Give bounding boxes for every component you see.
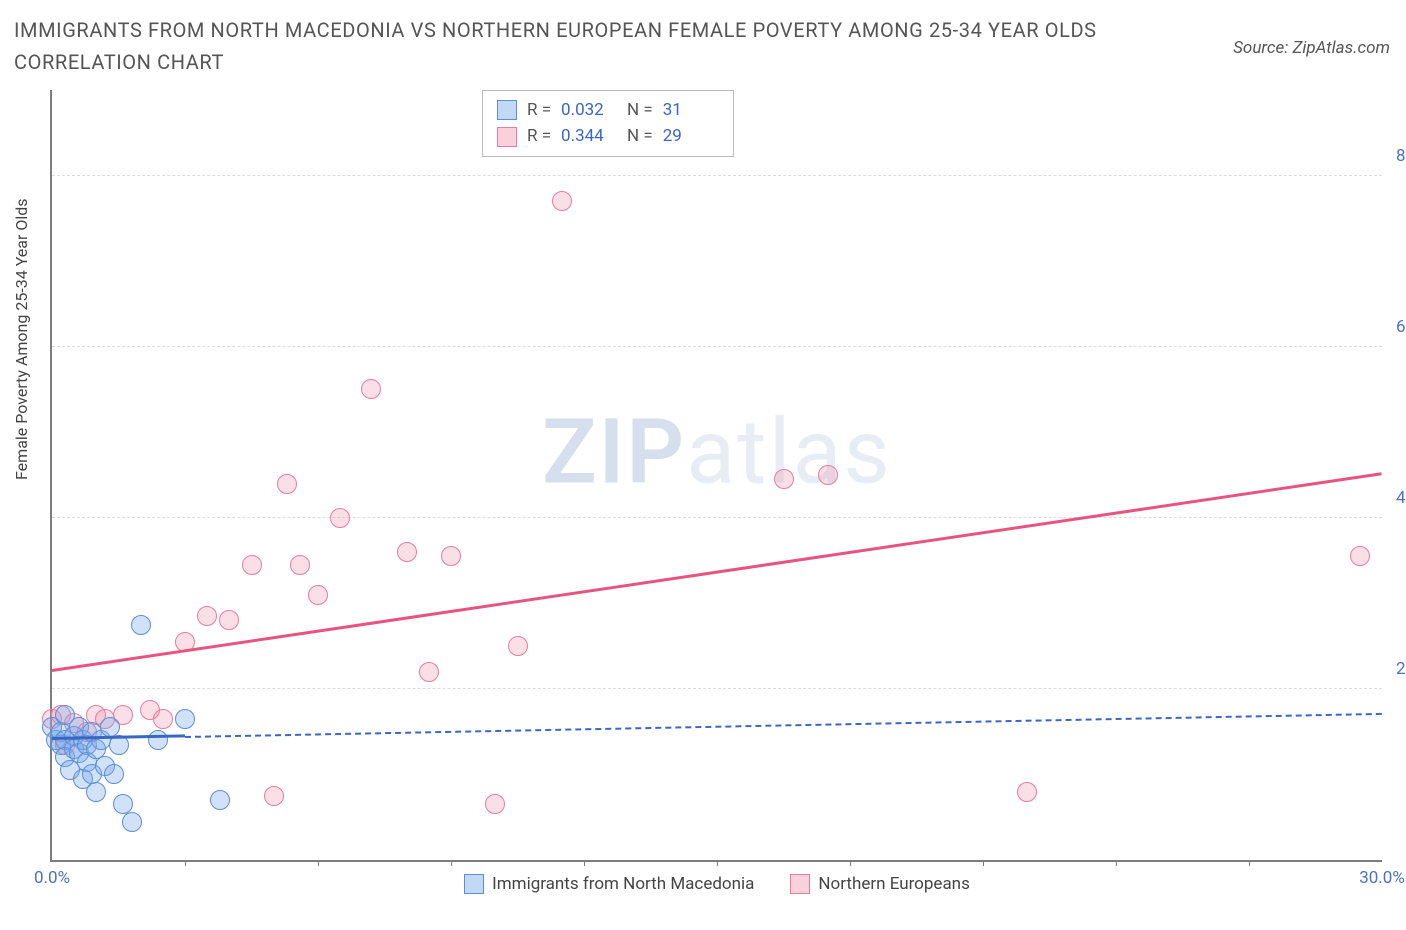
data-point [86, 782, 106, 802]
n-label: N = [627, 97, 653, 123]
data-point [308, 585, 328, 605]
data-point [330, 508, 350, 528]
x-tick-label: 0.0% [34, 868, 70, 888]
gridline [52, 175, 1382, 176]
r-label: R = [527, 97, 551, 123]
source-attribution: Source: ZipAtlas.com [1233, 38, 1390, 58]
r-label: R = [527, 123, 551, 149]
data-point [508, 636, 528, 656]
x-minor-tick [1249, 860, 1250, 866]
trend-line [185, 713, 1382, 738]
data-point [210, 790, 230, 810]
data-point [361, 379, 381, 399]
x-minor-tick [717, 860, 718, 866]
data-point [485, 794, 505, 814]
data-point [148, 730, 168, 750]
r-value: 0.344 [561, 123, 617, 149]
x-minor-tick [318, 860, 319, 866]
gridline [52, 517, 1382, 518]
watermark: ZIPatlas [542, 399, 892, 504]
x-minor-tick [850, 860, 851, 866]
legend-label: Immigrants from North Macedonia [492, 874, 754, 894]
y-axis-label: Female Poverty Among 25-34 Year Olds [12, 198, 31, 480]
chart-title: IMMIGRANTS FROM NORTH MACEDONIA VS NORTH… [14, 14, 1134, 78]
data-point [242, 555, 262, 575]
correlation-stats-box: R = 0.032 N = 31 R = 0.344 N = 29 [482, 90, 734, 157]
gridline [52, 688, 1382, 689]
data-point [290, 555, 310, 575]
source-name: ZipAtlas.com [1292, 38, 1390, 58]
x-minor-tick [584, 860, 585, 866]
legend-item: Immigrants from North Macedonia [464, 874, 754, 894]
source-prefix: Source: [1233, 38, 1292, 58]
x-minor-tick [451, 860, 452, 866]
x-tick-label: 30.0% [1359, 868, 1405, 888]
data-point [552, 191, 572, 211]
y-tick-label: 40.0% [1382, 488, 1406, 508]
data-point [419, 662, 439, 682]
y-tick-label: 80.0% [1382, 146, 1406, 166]
legend-swatch [497, 127, 517, 147]
n-value: 31 [663, 97, 719, 123]
x-minor-tick [185, 860, 186, 866]
y-tick-label: 20.0% [1382, 659, 1406, 679]
y-tick-label: 60.0% [1382, 317, 1406, 337]
data-point [264, 786, 284, 806]
stat-row: R = 0.344 N = 29 [497, 123, 719, 149]
data-point [1350, 546, 1370, 566]
data-point [197, 606, 217, 626]
scatter-plot-area: ZIPatlas R =0.032N =31R =0.344N =29 Immi… [50, 90, 1382, 862]
n-label: N = [627, 123, 653, 149]
legend-swatch [790, 874, 810, 894]
legend-label: Northern Europeans [818, 874, 969, 894]
x-minor-tick [1116, 860, 1117, 866]
data-point [122, 812, 142, 832]
x-minor-tick [983, 860, 984, 866]
data-point [818, 465, 838, 485]
gridline [52, 346, 1382, 347]
data-point [131, 615, 151, 635]
r-value: 0.032 [561, 97, 617, 123]
data-point [397, 542, 417, 562]
legend-swatch [497, 100, 517, 120]
series-legend: Immigrants from North Macedonia Northern … [52, 874, 1382, 894]
stat-row: R = 0.032 N = 31 [497, 97, 719, 123]
data-point [441, 546, 461, 566]
data-point [1017, 782, 1037, 802]
data-point [175, 709, 195, 729]
legend-item: Northern Europeans [790, 874, 969, 894]
legend-swatch [464, 874, 484, 894]
data-point [153, 709, 173, 729]
n-value: 29 [663, 123, 719, 149]
data-point [104, 764, 124, 784]
data-point [277, 474, 297, 494]
data-point [219, 610, 239, 630]
data-point [774, 469, 794, 489]
